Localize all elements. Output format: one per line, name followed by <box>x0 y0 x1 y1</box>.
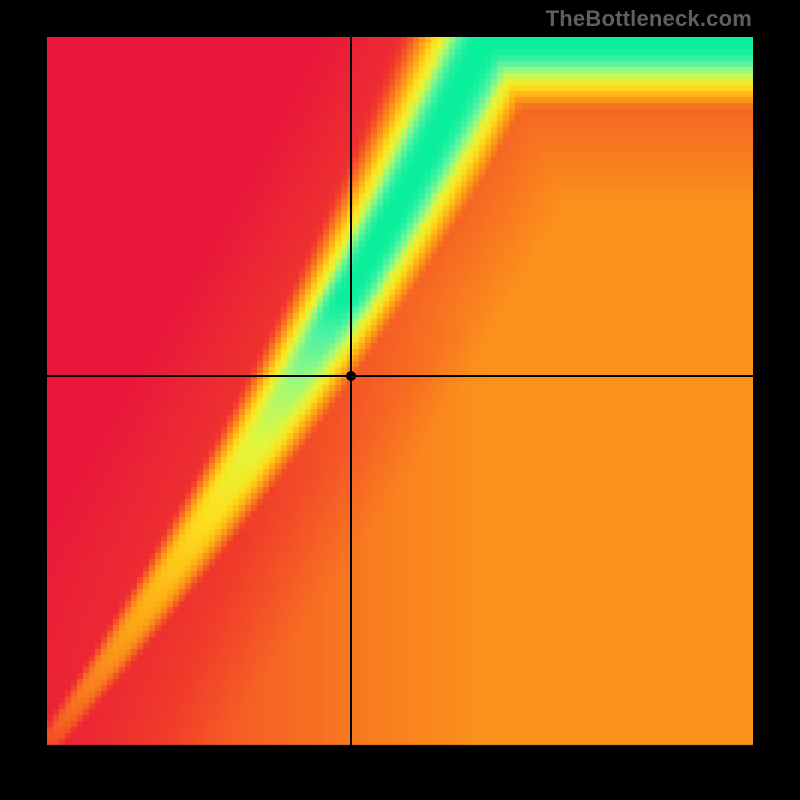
crosshair-horizontal <box>47 375 753 377</box>
watermark-text: TheBottleneck.com <box>546 6 752 32</box>
crosshair-vertical <box>350 37 352 747</box>
heatmap-canvas <box>47 37 753 747</box>
crosshair-marker[interactable] <box>346 371 356 381</box>
heatmap-plot <box>47 37 753 747</box>
